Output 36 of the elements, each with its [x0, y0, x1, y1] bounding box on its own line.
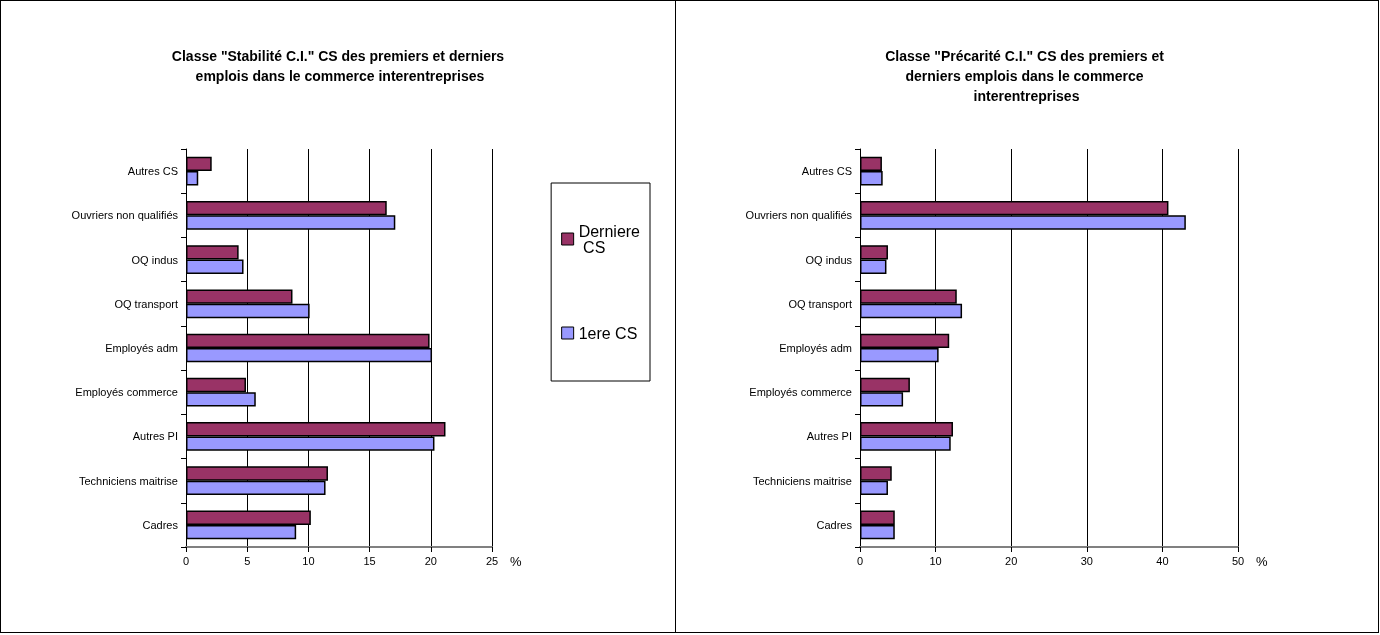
x-tick-label: 25: [485, 554, 499, 567]
y-tick-label: Ouvriers non qualifiés: [745, 209, 853, 222]
x-tick-label: 15: [363, 554, 376, 567]
x-tick-label: 20: [424, 554, 437, 567]
y-tick-label: OQ transport: [114, 297, 178, 310]
y-tick-label: Employés commerce: [75, 386, 178, 399]
y-tick-label: Autres PI: [806, 430, 852, 443]
y-tick-label: Autres CS: [127, 165, 178, 178]
x-tick-label: 30: [1080, 554, 1093, 567]
y-tick-label: Autres PI: [132, 430, 178, 443]
y-tick-label: Ouvriers non qualifiés: [71, 209, 179, 222]
chart-title: Classe "Précarité C.I." CS des premiers et derniers emplois dans le commerce interentreprises: [885, 48, 1168, 104]
y-tick-label: OQ transport: [788, 297, 852, 310]
chart-title: Classe "Stabilité C.I." CS des premiers et derniers emplois dans le commerce interentreprises: [171, 48, 505, 84]
y-tick-label: Employés commerce: [749, 386, 852, 399]
x-tick-label: 20: [1005, 554, 1018, 567]
x-axis-title: %: [510, 554, 522, 569]
y-tick-label: Employés adm: [105, 342, 178, 354]
x-tick-label: 0: [182, 554, 190, 567]
x-tick-label: 10: [929, 554, 942, 567]
legend-label: Derniere CS: [578, 222, 641, 256]
y-tick-label: OQ indus: [131, 253, 179, 266]
x-tick-label: 50: [1231, 554, 1245, 567]
y-tick-label: Autres CS: [801, 165, 852, 178]
y-tick-label: Cadres: [816, 518, 853, 531]
y-tick-label: Techniciens maitrise: [752, 474, 852, 487]
y-tick-label: Cadres: [142, 518, 179, 531]
x-tick-label: 10: [302, 554, 315, 567]
y-tick-label: OQ indus: [805, 253, 853, 266]
y-tick-label: Techniciens maitrise: [78, 474, 178, 487]
x-tick-label: 5: [244, 554, 251, 567]
x-tick-label: 0: [856, 554, 864, 567]
x-axis-title: %: [1256, 554, 1268, 569]
legend-label: 1ere CS: [578, 324, 638, 342]
y-tick-label: Employés adm: [779, 342, 852, 354]
x-tick-label: 40: [1156, 554, 1169, 567]
